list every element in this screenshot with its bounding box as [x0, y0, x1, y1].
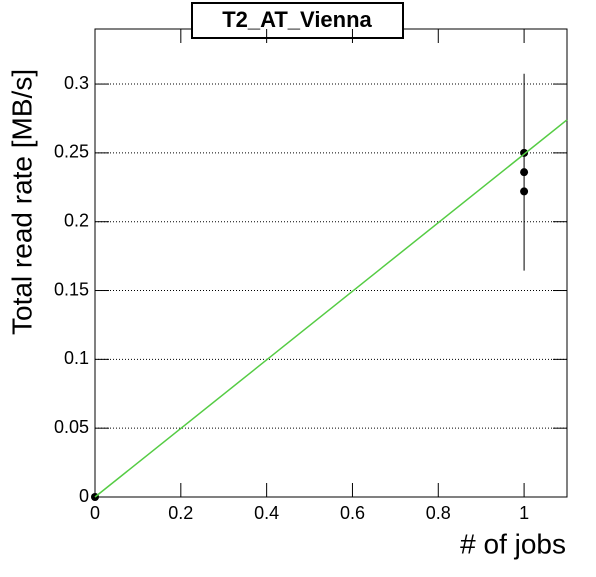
point — [520, 168, 529, 177]
y-tick-label: 0.15 — [54, 279, 89, 299]
y-tick-label: 0.3 — [64, 73, 89, 93]
x-tick-label: 0.6 — [340, 503, 365, 523]
title-box — [191, 2, 404, 39]
y-tick-label: 0.25 — [54, 142, 89, 162]
x-tick-label: 1 — [519, 503, 529, 523]
x-axis-label: # of jobs — [460, 528, 566, 559]
x-tick-label: 0.8 — [426, 503, 451, 523]
y-tick-label: 0.2 — [64, 210, 89, 230]
y-tick-label: 0 — [79, 486, 89, 506]
y-tick-label: 0.1 — [64, 348, 89, 368]
frame — [94, 28, 568, 498]
x-tick-label: 0 — [90, 503, 100, 523]
y-tick-label: 0.05 — [54, 417, 89, 437]
x-tick-label: 0.2 — [168, 503, 193, 523]
fit-line — [94, 119, 568, 498]
point — [520, 187, 529, 196]
y-axis-label: Total read rate [MB/s] — [6, 69, 37, 335]
chart-title: T2_AT_Vienna — [222, 7, 372, 32]
x-tick-label: 0.4 — [254, 503, 279, 523]
